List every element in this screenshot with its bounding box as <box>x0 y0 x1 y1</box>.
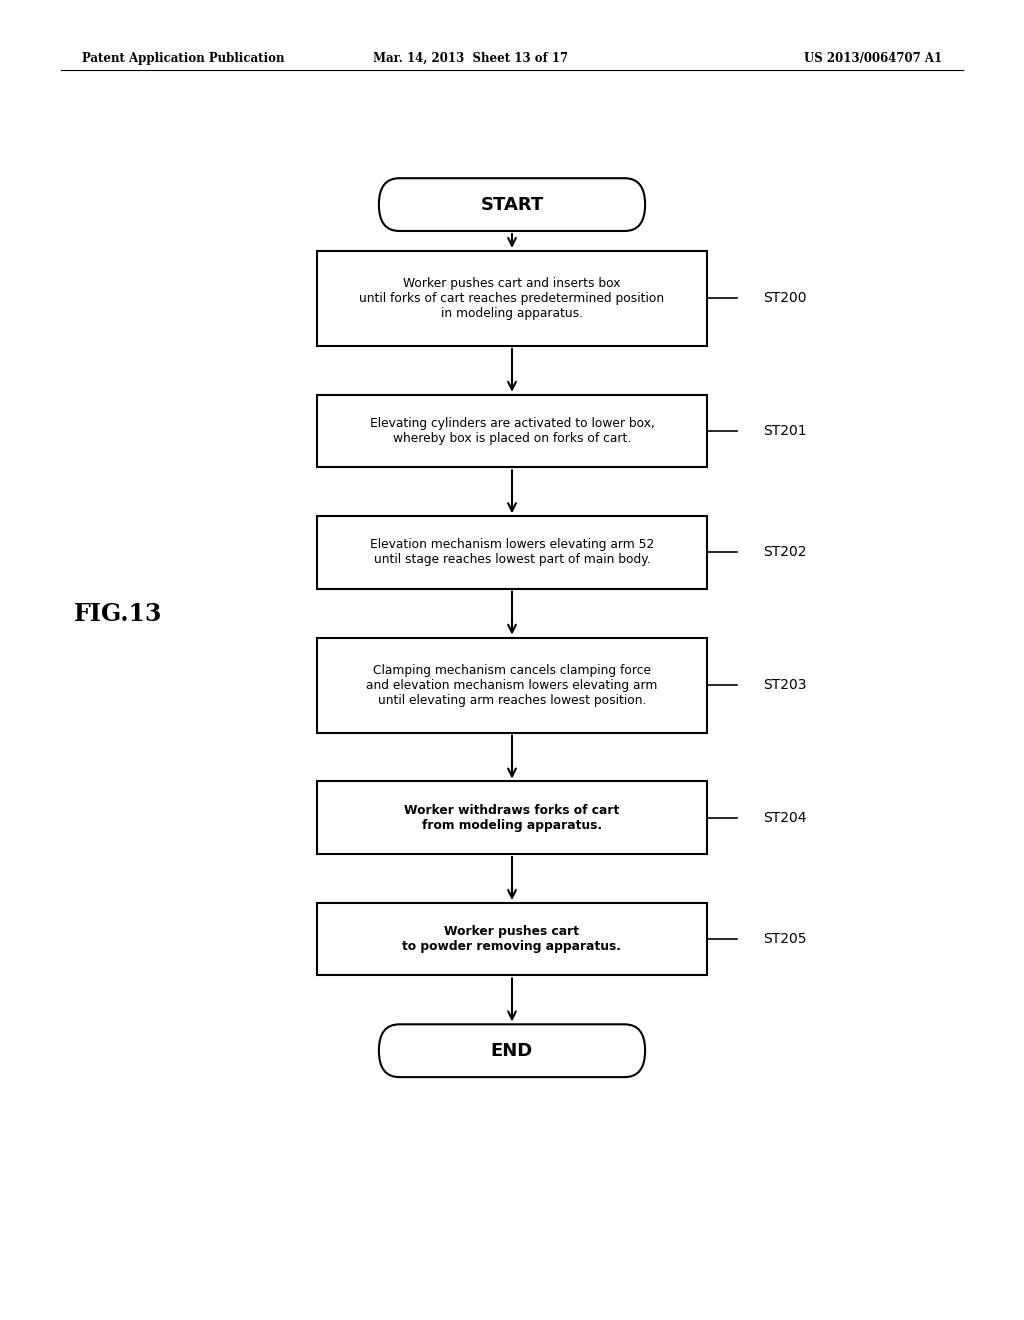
Text: ST204: ST204 <box>763 810 806 825</box>
Text: START: START <box>480 195 544 214</box>
Text: END: END <box>490 1041 534 1060</box>
Text: Worker withdraws forks of cart
from modeling apparatus.: Worker withdraws forks of cart from mode… <box>404 804 620 832</box>
Text: ST200: ST200 <box>763 292 806 305</box>
Bar <box>317 781 707 854</box>
Text: ST201: ST201 <box>763 424 807 438</box>
Text: Mar. 14, 2013  Sheet 13 of 17: Mar. 14, 2013 Sheet 13 of 17 <box>374 51 568 65</box>
Text: Clamping mechanism cancels clamping force
and elevation mechanism lowers elevati: Clamping mechanism cancels clamping forc… <box>367 664 657 706</box>
Text: Worker pushes cart
to powder removing apparatus.: Worker pushes cart to powder removing ap… <box>402 925 622 953</box>
Bar <box>317 395 707 467</box>
Text: ST203: ST203 <box>763 678 806 692</box>
Text: Elevation mechanism lowers elevating arm 52
until stage reaches lowest part of m: Elevation mechanism lowers elevating arm… <box>370 539 654 566</box>
Bar <box>317 903 707 975</box>
Bar <box>317 638 707 733</box>
Text: Patent Application Publication: Patent Application Publication <box>82 51 285 65</box>
Text: US 2013/0064707 A1: US 2013/0064707 A1 <box>804 51 942 65</box>
FancyBboxPatch shape <box>379 1024 645 1077</box>
Text: FIG.13: FIG.13 <box>74 602 162 626</box>
Text: Elevating cylinders are activated to lower box,
whereby box is placed on forks o: Elevating cylinders are activated to low… <box>370 417 654 445</box>
Text: ST205: ST205 <box>763 932 806 946</box>
Bar <box>317 251 707 346</box>
Bar <box>317 516 707 589</box>
Text: Worker pushes cart and inserts box
until forks of cart reaches predetermined pos: Worker pushes cart and inserts box until… <box>359 277 665 319</box>
Text: ST202: ST202 <box>763 545 806 560</box>
FancyBboxPatch shape <box>379 178 645 231</box>
